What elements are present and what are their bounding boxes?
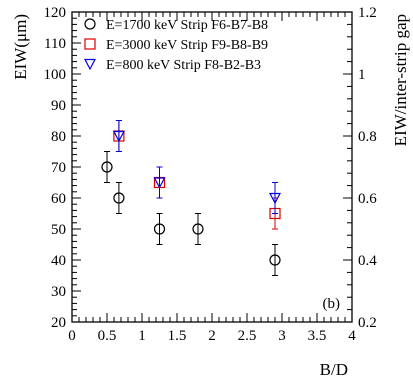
data-points (101, 120, 281, 276)
y-tick-label: 80 (51, 129, 66, 145)
x-tick-label: 3.5 (308, 328, 327, 344)
y-tick-label: 60 (51, 191, 66, 207)
y-tick-label: 120 (44, 5, 67, 21)
y-axis-title: EIW(μm) (11, 14, 30, 80)
x-tick-label: 0.5 (98, 328, 117, 344)
series-2 (112, 120, 281, 214)
y2-axis-title: EIW/inter-strip gap (391, 14, 410, 146)
data-point (112, 130, 125, 143)
series-1 (113, 120, 281, 230)
y-tick-label: 70 (51, 160, 66, 176)
data-point (153, 223, 166, 235)
y2-tick-label: 1 (358, 67, 366, 83)
y-tick-label: 90 (51, 98, 66, 114)
data-point (101, 161, 113, 173)
y2-tick-label: 0.6 (358, 191, 377, 207)
y-tick-label: 100 (44, 67, 67, 83)
legend-label: E=800 keV Strip F8-B2-B3 (106, 58, 261, 73)
y2-tick-label: 1.2 (358, 5, 377, 21)
ticks (71, 11, 353, 323)
x-tick-label: 3 (278, 328, 286, 344)
data-point (192, 223, 204, 235)
data-point (153, 177, 166, 189)
y-tick-label: 110 (44, 36, 66, 52)
x-tick-label: 2.5 (238, 328, 257, 344)
legend: E=1700 keV Strip F6-B7-B8 E=3000 keV Stri… (84, 18, 268, 73)
y-tick-label: 50 (51, 222, 66, 238)
y-tick-label: 20 (51, 315, 66, 331)
y2-tick-label: 0.4 (358, 253, 377, 269)
x-tick-label: 4 (348, 328, 356, 344)
legend-label: E=1700 keV Strip F6-B7-B8 (106, 18, 268, 33)
y-tick-label: 40 (51, 253, 66, 269)
legend-marker (84, 58, 96, 71)
data-point (269, 254, 281, 266)
series-0 (101, 151, 281, 276)
x-axis-title: B/D (320, 360, 348, 379)
y-tick-label: 30 (51, 284, 66, 300)
legend-marker (84, 38, 96, 50)
data-point (113, 192, 125, 204)
data-point (269, 192, 281, 205)
y2-tick-label: 0.8 (358, 129, 377, 145)
legend-label: E=3000 keV Strip F9-B8-B9 (106, 38, 268, 53)
x-tick-label: 2 (208, 328, 216, 344)
x-tick-label: 0 (68, 328, 76, 344)
y2-tick-label: 0.2 (358, 315, 377, 331)
x-tick-label: 1 (138, 328, 146, 344)
panel-annotation: (b) (323, 296, 341, 312)
legend-marker (84, 18, 96, 30)
x-tick-label: 1.5 (168, 328, 187, 344)
tick-labels: 0 0.5 1 1.5 2 2.5 3 3.5 4 20 30 40 50 60 70 80 90 100 110 1… (44, 5, 378, 344)
